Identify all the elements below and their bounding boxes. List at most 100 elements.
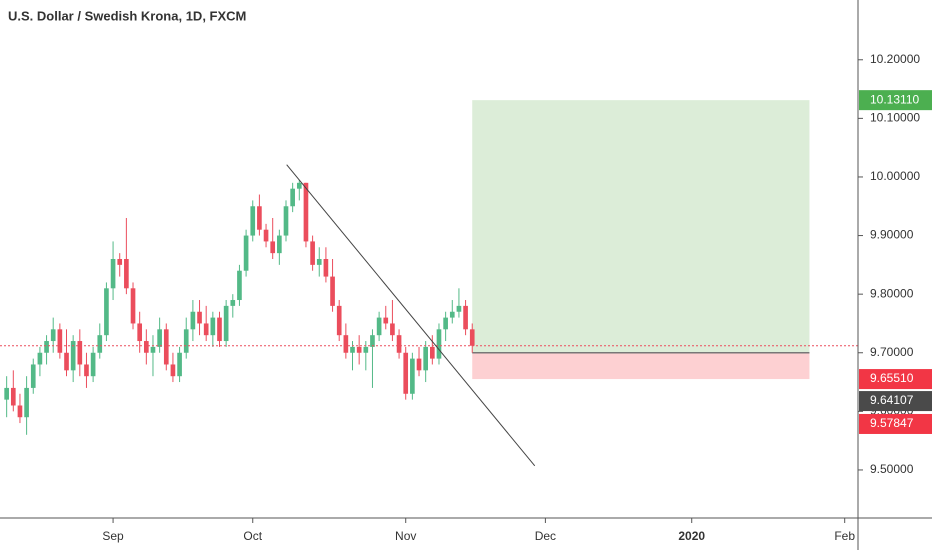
candle-body — [237, 270, 242, 301]
candle-body — [283, 206, 289, 236]
candle-body — [177, 352, 182, 377]
y-tick-label: 9.70000 — [870, 345, 914, 359]
candle-body — [310, 241, 315, 265]
loss-zone — [472, 352, 810, 380]
candle-body — [270, 241, 276, 254]
candle-body — [203, 323, 209, 336]
candle-body — [50, 329, 56, 342]
y-tick-label: 9.80000 — [870, 286, 914, 300]
candle-body — [77, 341, 83, 365]
candle-body — [24, 387, 29, 418]
candle-body — [150, 346, 156, 353]
candle-body — [130, 288, 136, 324]
candle-body — [223, 305, 229, 342]
candle-body — [290, 188, 295, 207]
candle-body — [323, 259, 329, 277]
y-tick-label: 9.50000 — [870, 462, 914, 476]
candle-body — [84, 364, 89, 377]
candle-body — [403, 352, 409, 394]
candle-body — [44, 341, 49, 353]
candle-body — [230, 300, 236, 306]
candle-body — [57, 329, 63, 353]
y-tick-label: 10.00000 — [870, 169, 920, 183]
candle-body — [70, 341, 76, 371]
candle-body — [30, 364, 36, 388]
candle-body — [197, 311, 202, 324]
price-label: 9.57847 — [870, 416, 914, 430]
candle-body — [277, 235, 282, 254]
candle-body — [436, 329, 442, 359]
candle-body — [143, 341, 149, 353]
candle-body — [37, 352, 43, 365]
candle-body — [296, 182, 302, 189]
candle-body — [443, 317, 448, 330]
candle-body — [463, 305, 468, 330]
plot-area — [0, 100, 858, 467]
x-tick-label: Sep — [102, 529, 124, 543]
candle-body — [336, 305, 342, 336]
x-tick-label: Feb — [834, 529, 855, 543]
y-tick-label: 9.90000 — [870, 228, 914, 242]
candle-body — [17, 405, 23, 418]
x-tick-label: Dec — [535, 529, 556, 543]
price-label-box — [859, 413, 932, 434]
candle-body — [90, 352, 96, 377]
candle-body — [303, 182, 309, 242]
candle-body — [64, 352, 69, 371]
axes: 9.500009.600009.700009.800009.9000010.00… — [102, 52, 932, 543]
candle-body — [390, 323, 395, 336]
price-label: 9.64107 — [870, 393, 914, 407]
candle-body — [163, 329, 169, 365]
price-label-box — [859, 391, 932, 412]
candle-body — [250, 206, 256, 236]
candle-body — [170, 364, 176, 377]
candle-body — [350, 346, 355, 353]
candle-body — [110, 259, 116, 289]
candle-body — [97, 335, 103, 353]
profit-zone — [472, 100, 810, 353]
candle-body — [396, 335, 402, 353]
candle-body — [423, 346, 429, 371]
candle-body — [363, 346, 369, 353]
candle-body — [183, 329, 189, 353]
candle-body — [124, 259, 129, 289]
candle-body — [316, 259, 322, 265]
candle-body — [370, 335, 375, 347]
candle-body — [429, 346, 435, 359]
price-label-box — [859, 90, 932, 111]
candle-body — [10, 387, 16, 406]
x-tick-label: 2020 — [678, 529, 705, 543]
candle-body — [456, 305, 462, 312]
x-tick-label: Oct — [243, 529, 262, 543]
candle-body — [383, 317, 389, 324]
candle-body — [469, 329, 475, 346]
candle-body — [376, 317, 382, 336]
price-label: 9.65510 — [870, 371, 914, 385]
candle-body — [4, 387, 9, 400]
candle-body — [263, 229, 269, 242]
trend-line — [286, 164, 536, 467]
candle-body — [104, 288, 109, 336]
price-label: 10.13110 — [870, 92, 919, 106]
candle-body — [117, 259, 123, 265]
price-label-box — [859, 369, 932, 390]
candle-body — [217, 317, 222, 342]
candle-body — [137, 323, 143, 342]
candle-body — [157, 329, 162, 347]
y-tick-label: 10.20000 — [870, 52, 920, 66]
y-tick-label: 10.10000 — [870, 111, 920, 125]
candle-body — [243, 235, 249, 271]
chart-title: U.S. Dollar / Swedish Krona, 1D, FXCM — [8, 8, 246, 23]
candle-body — [330, 276, 335, 306]
candle-body — [210, 317, 216, 336]
candle-body — [356, 346, 362, 353]
candle-body — [410, 358, 415, 394]
candle-body — [449, 311, 455, 318]
candle-body — [190, 311, 196, 330]
candle-body — [257, 206, 262, 230]
candle-body — [416, 358, 422, 371]
candle-body — [343, 335, 349, 353]
x-tick-label: Nov — [395, 529, 416, 543]
